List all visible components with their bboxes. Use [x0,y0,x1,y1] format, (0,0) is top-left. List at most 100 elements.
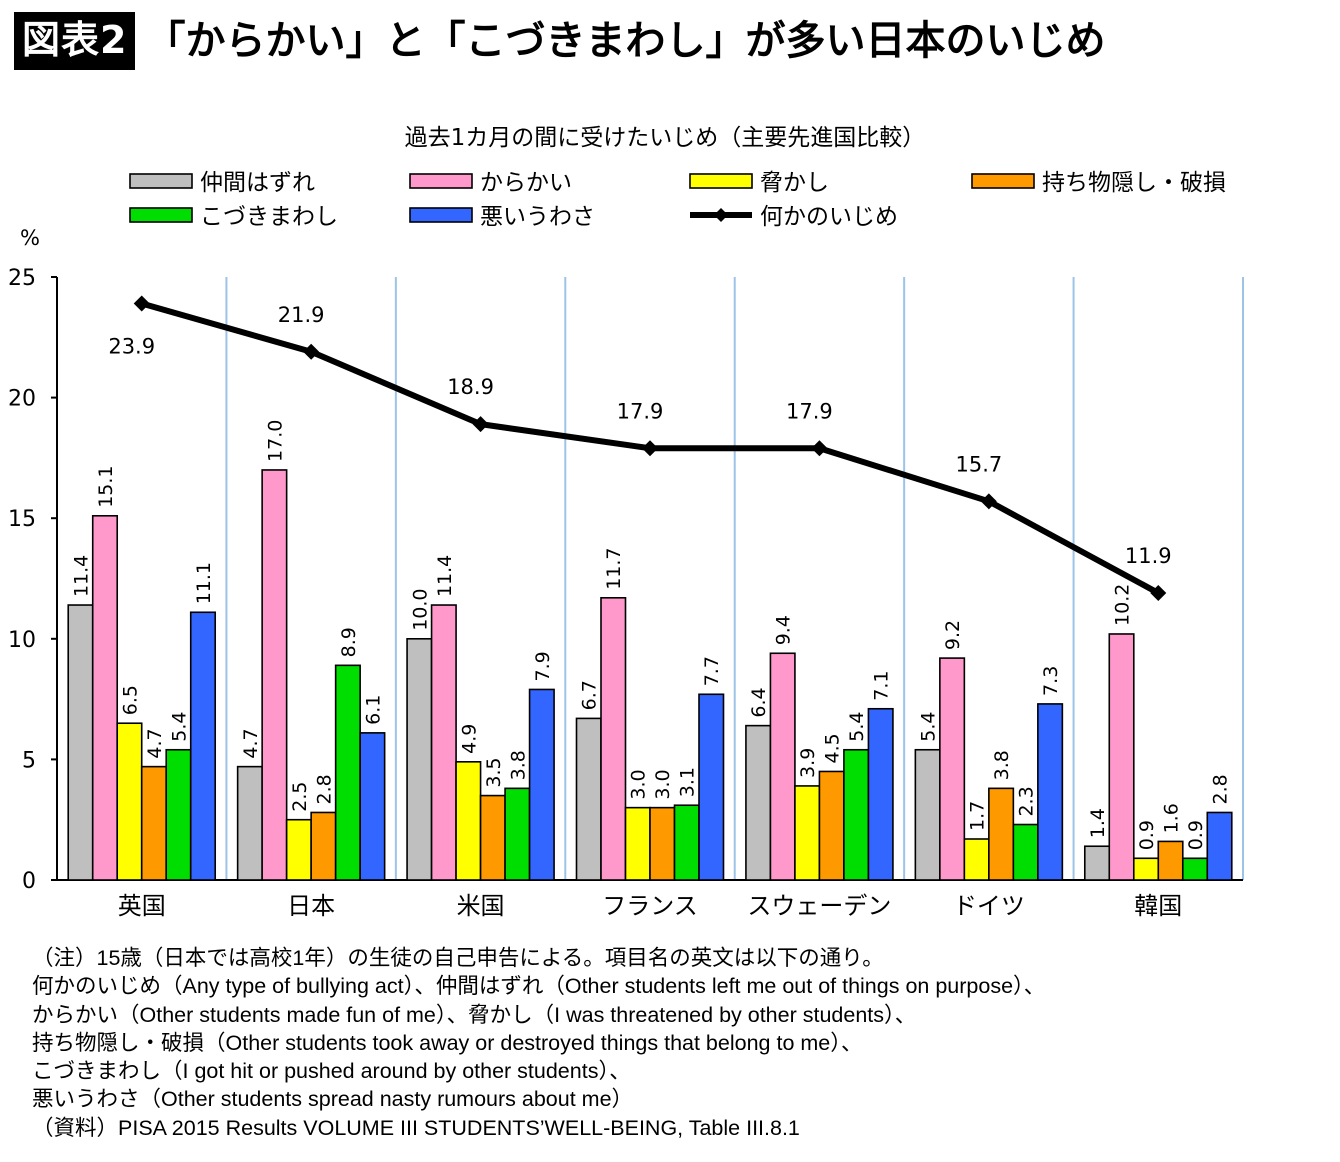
bar-value-label: 6.1 [362,695,384,725]
bar [914,748,941,881]
note-line: （注）15歳（日本では高校1年）の生徒の自己申告による。項目名の英文は以下の通り… [32,946,884,970]
bar-value-label: 2.3 [1016,786,1038,816]
line-value-label: 17.9 [617,399,664,423]
bar [1108,633,1135,881]
bar-value-label: 1.4 [1087,808,1109,838]
y-tick-label: 5 [22,748,36,773]
bar-value-label: 8.9 [338,627,360,657]
bar-value-label: 3.0 [652,769,674,799]
bar-value-label: 6.5 [119,685,141,715]
note-line: こづきまわし（I got hit or pushed around by oth… [32,1059,631,1084]
legend-swatch [409,207,473,223]
bar-value-label: 10.0 [409,588,431,630]
plot-area: 051015202511.415.16.54.75.411.1英国4.717.0… [8,266,1244,920]
note-line: 持ち物隠し・破損（Other students took away or des… [32,1030,863,1055]
bar [165,748,192,881]
line-marker [133,295,150,312]
bar [600,596,627,881]
bar-value-label: 1.6 [1161,803,1183,833]
bar-value-label: 5.4 [846,712,868,742]
bar-value-label: 11.4 [434,555,456,597]
figure-title: 「からかい」と「こづきまわし」が多い日本のいじめ [145,18,1106,64]
y-tick-label: 20 [8,387,36,412]
bar-value-label: 7.1 [871,671,893,701]
y-axis-unit: % [20,226,40,250]
bar-value-label: 3.1 [677,767,699,797]
bar-value-label: 6.7 [579,680,601,710]
bullying-chart: 過去1カ月の間に受けたいじめ（主要先進国比較） 仲間はずれ からかい 脅かし 持ち物隠… [8,125,1244,920]
legend-label: 持ち物隠し・破損 [1042,170,1226,196]
bar [769,652,796,881]
bar [1083,845,1111,881]
bar-value-label: 2.8 [1210,774,1232,804]
line-value-label: 11.9 [1125,544,1172,568]
notes: （注）15歳（日本では高校1年）の生徒の自己申告による。項目名の英文は以下の通り… [32,944,1322,1142]
bar-value-label: 11.4 [70,555,92,597]
legend-swatch [689,173,753,189]
line-marker [303,343,320,360]
bar [939,657,966,881]
bar [261,469,288,881]
legend-label: 悪いうわさ [480,204,595,230]
bar-value-label: 1.7 [967,801,989,831]
chart-title: 過去1カ月の間に受けたいじめ（主要先進国比較） [405,125,926,151]
line-marker [472,416,489,433]
bar-value-label: 3.8 [991,750,1013,780]
x-category-label: 韓国 [1134,892,1182,920]
bar-value-label: 15.1 [95,465,117,507]
bar [116,722,143,881]
legend-label: 仲間はずれ [200,170,315,196]
bar [673,804,700,881]
bar-value-label: 4.9 [458,724,480,754]
bar-value-label: 9.4 [773,615,795,645]
legend-label: からかい [480,170,572,196]
bar-value-label: 3.5 [483,757,505,787]
x-category-label: フランス [602,892,698,920]
bar [406,637,433,881]
legend-label: 何かのいじめ [760,204,898,230]
bar [359,732,386,881]
bar [575,717,602,881]
legend-swatch [129,173,193,189]
bar [1157,840,1184,881]
y-tick-label: 15 [8,507,36,532]
line-value-label: 21.9 [278,303,325,327]
x-category-label: 日本 [287,892,335,920]
legend-swatch [409,173,473,189]
line-value-label: 23.9 [108,335,155,359]
bar [236,765,263,881]
legend-marker [714,208,728,222]
bar [504,787,531,881]
bar [843,748,870,881]
y-tick-label: 10 [8,628,36,653]
figure-header: 図表2 「からかい」と「こづきまわし」が多い日本のいじめ [14,10,1105,72]
bar-value-label: 11.1 [193,562,215,604]
bar [867,707,894,881]
x-category-label: スウェーデン [747,892,891,920]
bar-value-label: 6.4 [748,687,770,717]
line-marker [811,440,828,457]
line-marker [642,440,658,457]
bar-value-label: 3.0 [628,769,650,799]
bar [1037,703,1064,881]
bar-value-label: 3.9 [797,748,819,778]
bar [624,806,651,881]
bar [963,838,990,881]
bar [455,761,482,881]
bar [67,604,94,881]
bar [988,787,1015,881]
y-tick-label: 25 [8,266,36,291]
bar [189,611,217,881]
bar [1132,857,1160,881]
note-line: （資料）PISA 2015 Results VOLUME III STUDENT… [32,1115,800,1140]
bar-value-label: 7.7 [701,656,723,686]
line-marker [1150,584,1167,601]
bar-value-label: 9.2 [942,620,964,650]
legend-label: 脅かし [760,170,829,196]
bar-value-label: 10.2 [1112,584,1134,626]
bar-value-label: 0.9 [1136,820,1158,850]
bar [528,688,555,881]
bar [140,765,168,881]
bar-value-label: 4.7 [144,728,166,758]
